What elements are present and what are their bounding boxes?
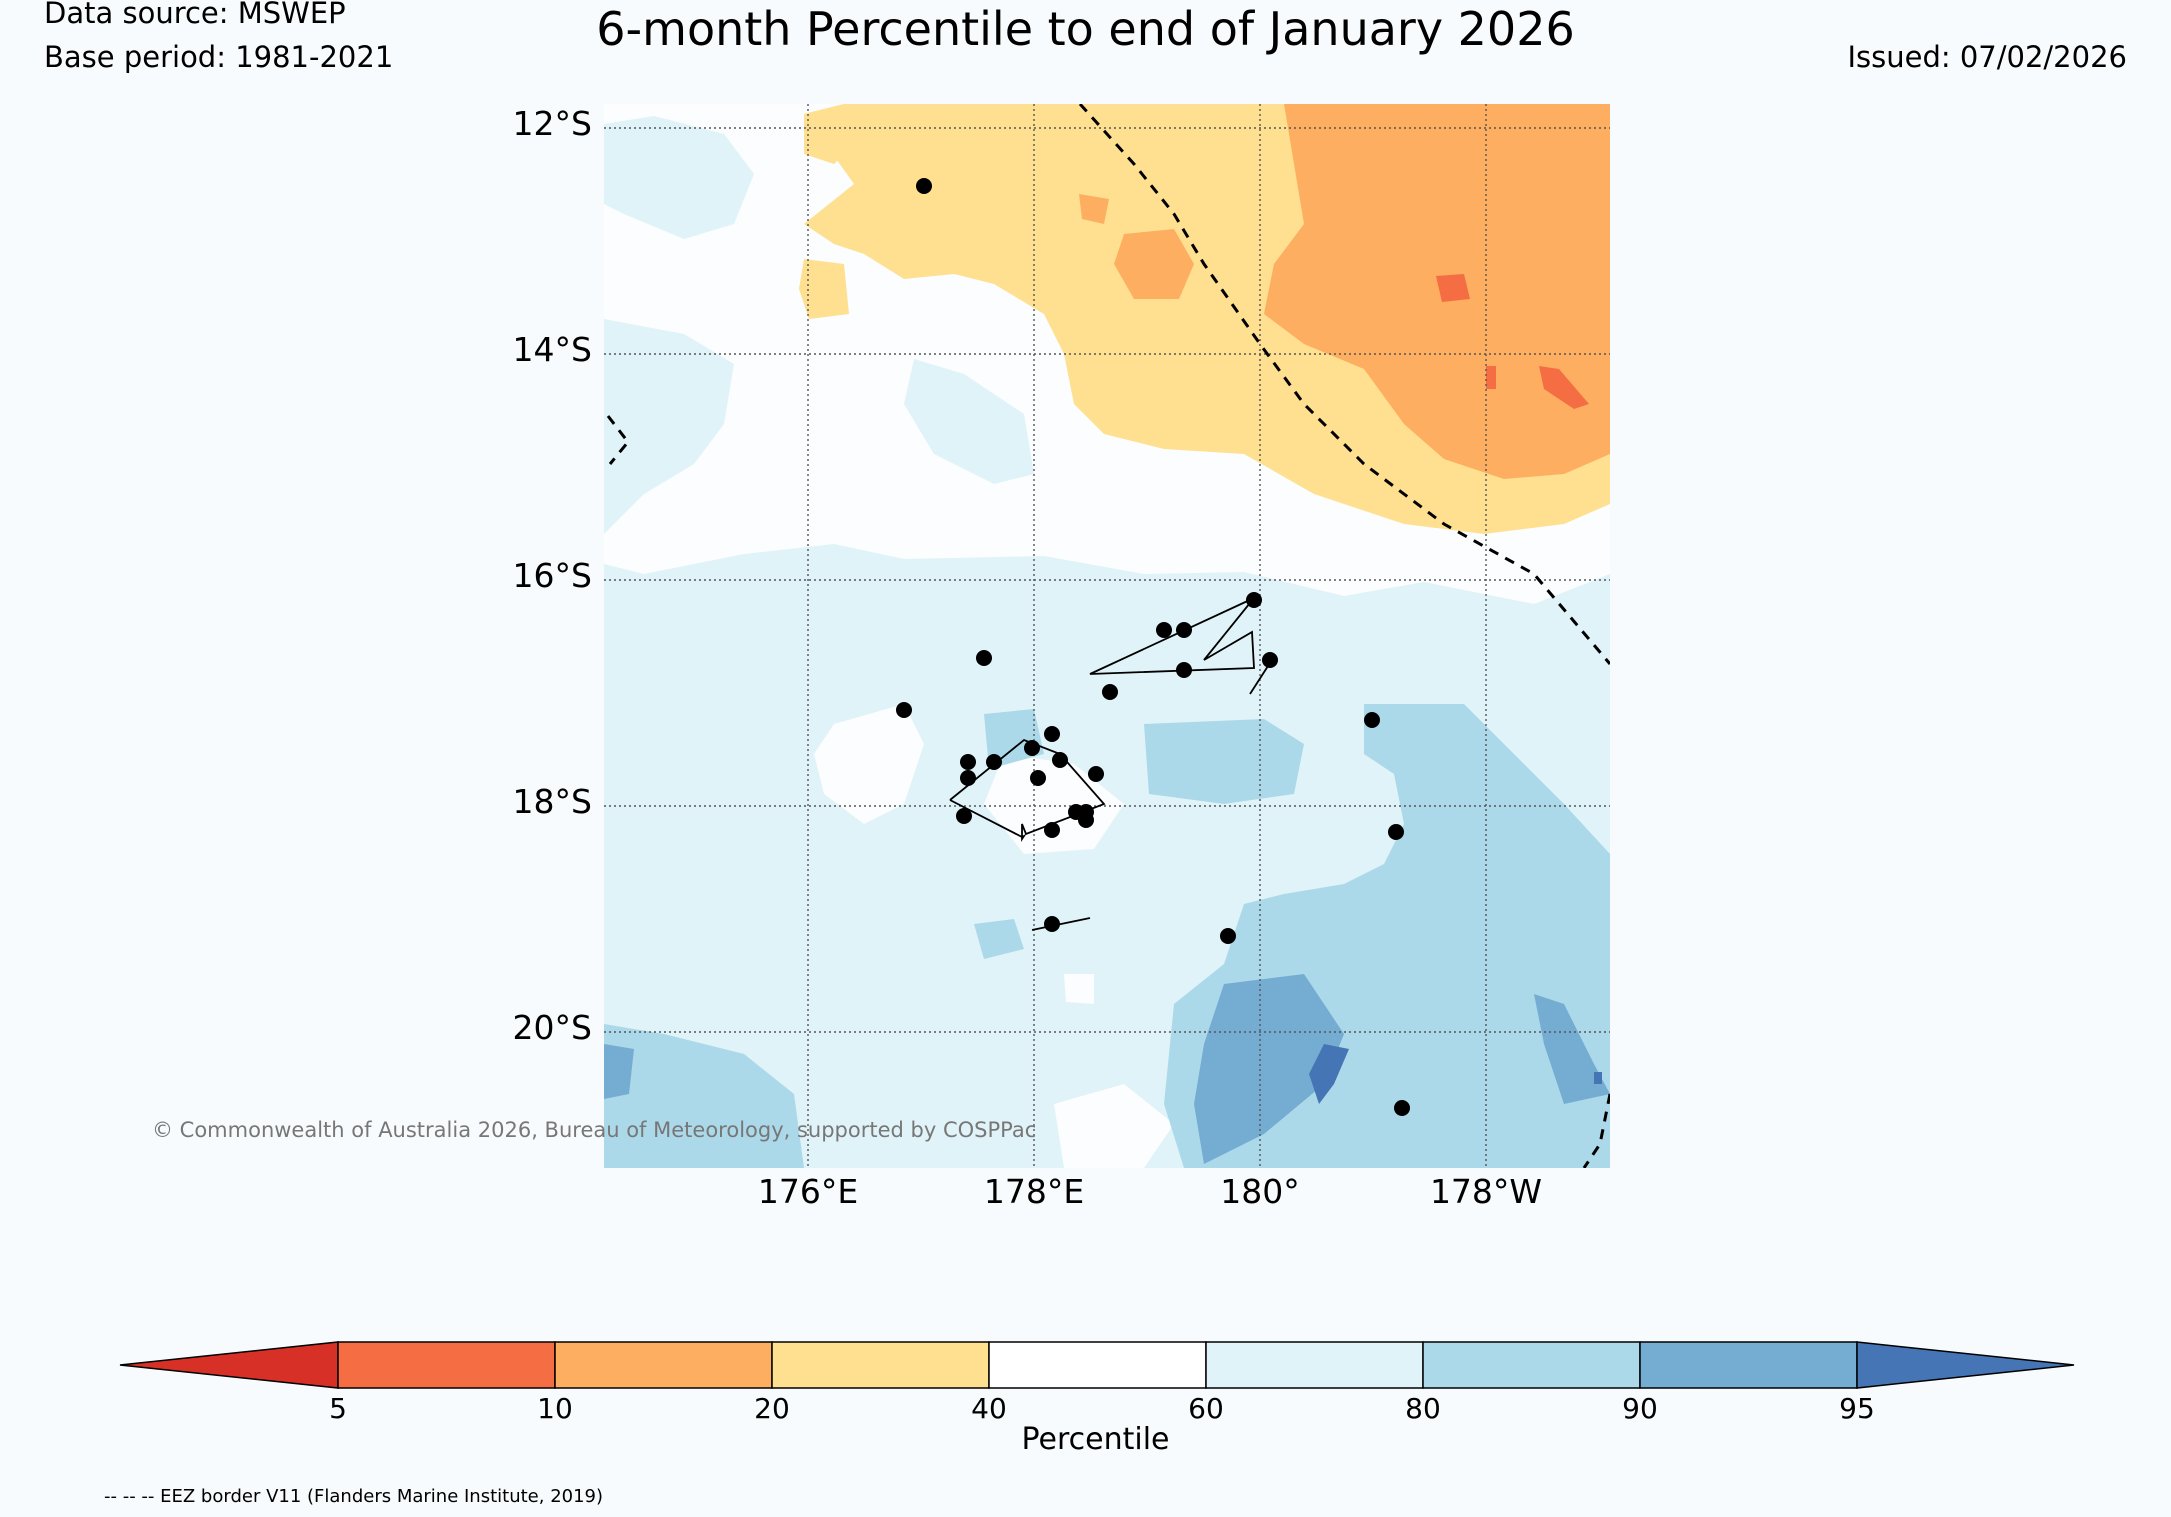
region-80-90 [1144, 719, 1304, 804]
percentile-map [604, 104, 1610, 1168]
colorbar-tick: 10 [515, 1392, 595, 1425]
station-marker [1176, 662, 1192, 678]
copyright-notice: © Commonwealth of Australia 2026, Bureau… [152, 1118, 1036, 1142]
colorbar-segment-above-95 [1857, 1342, 2074, 1388]
lon-label-176e: 176°E [708, 1172, 908, 1211]
station-marker [986, 754, 1002, 770]
colorbar-segment-10-20 [555, 1342, 772, 1388]
colorbar-segment-90-95 [1640, 1342, 1857, 1388]
station-marker [1176, 622, 1192, 638]
map-title: 6-month Percentile to end of January 202… [0, 2, 2171, 56]
lon-label-180: 180° [1160, 1172, 1360, 1211]
colorbar-tick: 20 [732, 1392, 812, 1425]
station-marker [956, 808, 972, 824]
colorbar-segment-5-10 [338, 1342, 555, 1388]
colorbar-tick: 95 [1817, 1392, 1897, 1425]
lat-label-12s: 12°S [492, 104, 592, 143]
station-marker [1052, 752, 1068, 768]
lat-label-14s: 14°S [492, 330, 592, 369]
issued-date: Issued: 07/02/2026 [1847, 40, 2127, 74]
region-above-95 [1594, 1072, 1602, 1084]
lon-label-178e: 178°E [934, 1172, 1134, 1211]
station-marker [960, 754, 976, 770]
station-marker [1394, 1100, 1410, 1116]
colorbar-segment-below-5 [120, 1342, 338, 1388]
station-marker [960, 770, 976, 786]
colorbar-tick: 80 [1383, 1392, 1463, 1425]
lat-label-20s: 20°S [492, 1008, 592, 1047]
station-marker [1262, 652, 1278, 668]
colorbar-segment-20-40 [772, 1342, 989, 1388]
colorbar-segment-80-90 [1423, 1342, 1640, 1388]
lat-label-16s: 16°S [492, 556, 592, 595]
region-20-40-small [799, 259, 849, 319]
station-marker [1156, 622, 1172, 638]
colorbar-tick: 90 [1600, 1392, 1680, 1425]
station-marker [1044, 822, 1060, 838]
region-5-10 [1486, 366, 1496, 389]
station-marker [896, 702, 912, 718]
station-marker [1246, 592, 1262, 608]
colorbar-label: Percentile [0, 1422, 2171, 1457]
lat-label-18s: 18°S [492, 782, 592, 821]
station-marker [1078, 812, 1094, 828]
station-marker [1030, 770, 1046, 786]
colorbar-tick: 40 [949, 1392, 1029, 1425]
colorbar-segment-60-80 [1206, 1342, 1423, 1388]
eez-footnote: -- -- -- EEZ border V11 (Flanders Marine… [104, 1486, 603, 1507]
lon-label-178w: 178°W [1386, 1172, 1586, 1211]
station-marker [916, 178, 932, 194]
region-5-10 [1436, 274, 1470, 302]
station-marker [1044, 726, 1060, 742]
station-marker [1024, 740, 1040, 756]
station-marker [1388, 824, 1404, 840]
colorbar-tick: 5 [298, 1392, 378, 1425]
region-40-60-island [1064, 974, 1094, 1004]
colorbar-tick: 60 [1166, 1392, 1246, 1425]
station-marker [1102, 684, 1118, 700]
station-marker [1364, 712, 1380, 728]
colorbar [0, 1330, 2171, 1390]
station-marker [976, 650, 992, 666]
station-marker [1088, 766, 1104, 782]
station-marker [1220, 928, 1236, 944]
colorbar-segment-40-60 [989, 1342, 1206, 1388]
station-marker [1044, 916, 1060, 932]
